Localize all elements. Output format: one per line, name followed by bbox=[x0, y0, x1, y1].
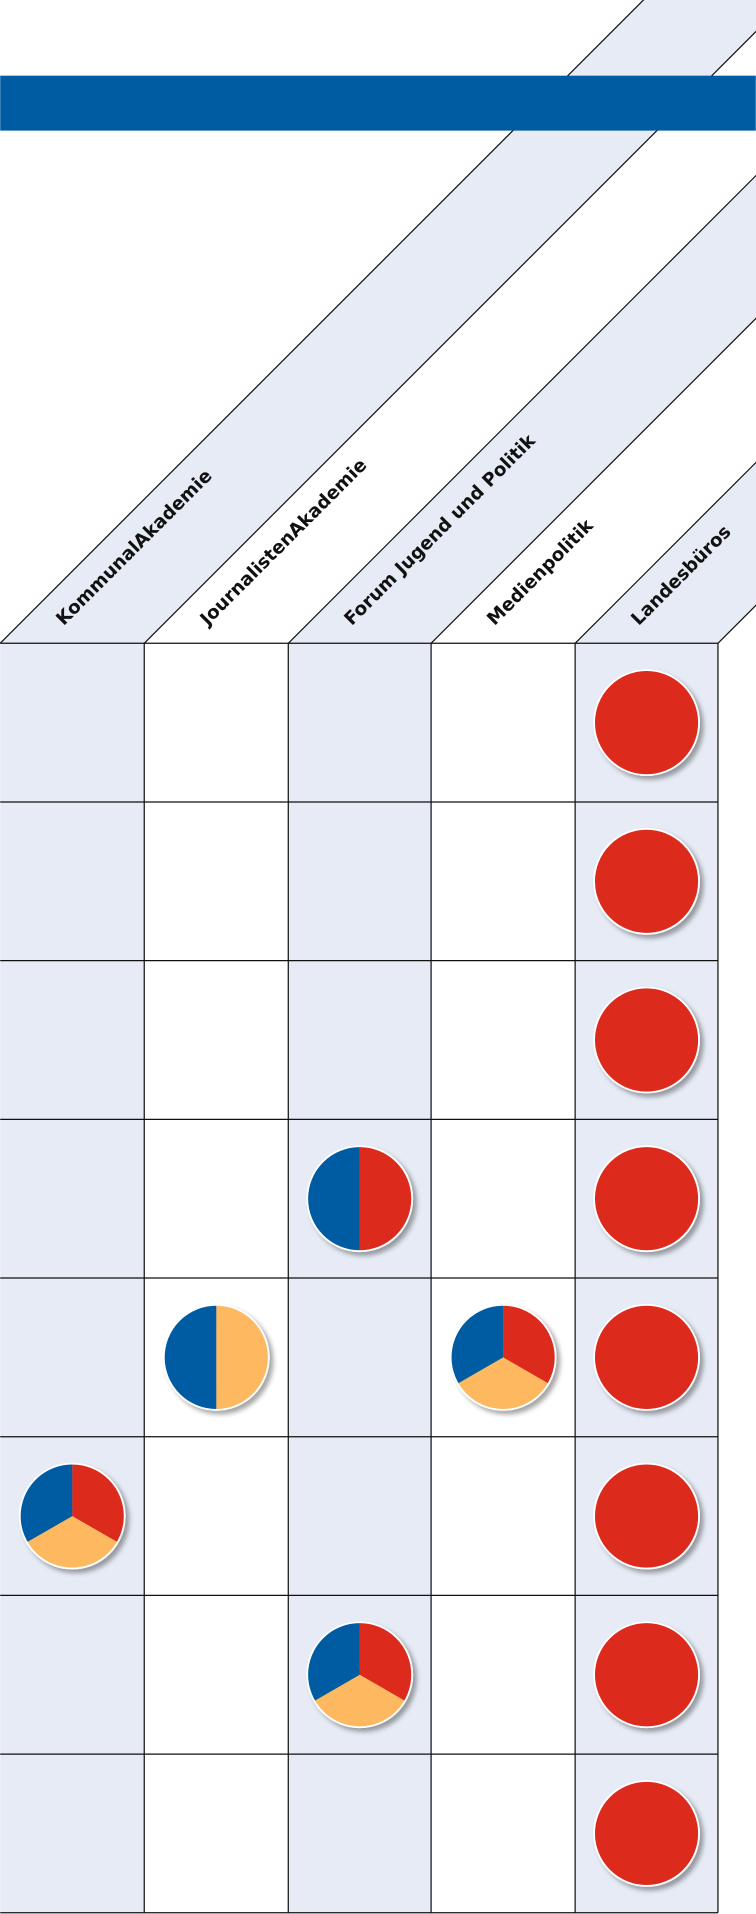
header-line bbox=[143, 30, 756, 644]
pie-rim bbox=[593, 827, 700, 935]
pie-rim bbox=[593, 1462, 700, 1570]
pie bbox=[593, 1145, 700, 1253]
header-line bbox=[287, 174, 756, 644]
pie-rim bbox=[18, 1462, 126, 1570]
pie bbox=[162, 1303, 270, 1411]
pie-rim bbox=[306, 1621, 414, 1729]
pie bbox=[306, 1145, 414, 1253]
pie-segment bbox=[594, 1146, 700, 1252]
pie bbox=[593, 986, 700, 1094]
pie-rim bbox=[306, 1145, 414, 1253]
pie-segment bbox=[307, 1146, 360, 1252]
pie-segment bbox=[594, 670, 700, 776]
pie bbox=[593, 1780, 700, 1887]
pie-segment bbox=[163, 1304, 217, 1410]
pie-segment bbox=[450, 1304, 504, 1384]
pie-segment bbox=[314, 1674, 406, 1728]
pie-segment bbox=[594, 1780, 700, 1886]
pie bbox=[593, 1621, 700, 1729]
pie-segment bbox=[19, 1463, 73, 1543]
pie-segment bbox=[216, 1304, 269, 1410]
pie-segment bbox=[307, 1622, 360, 1701]
pie bbox=[306, 1621, 414, 1729]
pie bbox=[593, 1462, 700, 1570]
pie-segment bbox=[594, 1304, 700, 1410]
pie-rim bbox=[593, 1145, 700, 1253]
pie-segment bbox=[359, 1622, 413, 1701]
header-stripe bbox=[0, 0, 756, 644]
pie bbox=[593, 1303, 700, 1411]
pie-segment bbox=[457, 1357, 549, 1410]
pie-rim bbox=[593, 669, 700, 777]
header-line bbox=[574, 461, 756, 644]
pie-segment bbox=[359, 1146, 413, 1252]
pie-rim bbox=[593, 1621, 700, 1729]
pie-rim bbox=[593, 986, 700, 1094]
pie-segment bbox=[594, 1622, 700, 1728]
pie-rim bbox=[593, 1303, 700, 1411]
pie-rim bbox=[593, 1780, 700, 1887]
pie-rim bbox=[449, 1303, 557, 1411]
pie bbox=[593, 827, 700, 935]
pie bbox=[449, 1303, 557, 1411]
pie-segment bbox=[503, 1304, 556, 1384]
pie bbox=[593, 669, 700, 777]
pie-segment bbox=[594, 828, 700, 934]
header-bar bbox=[0, 75, 756, 131]
pie bbox=[18, 1462, 126, 1570]
pie-segment bbox=[594, 1463, 700, 1569]
header-line bbox=[0, 0, 645, 644]
pie-segment bbox=[594, 987, 700, 1093]
pie-rim bbox=[162, 1303, 270, 1411]
header-line bbox=[430, 317, 756, 644]
pie-segment bbox=[72, 1463, 125, 1543]
